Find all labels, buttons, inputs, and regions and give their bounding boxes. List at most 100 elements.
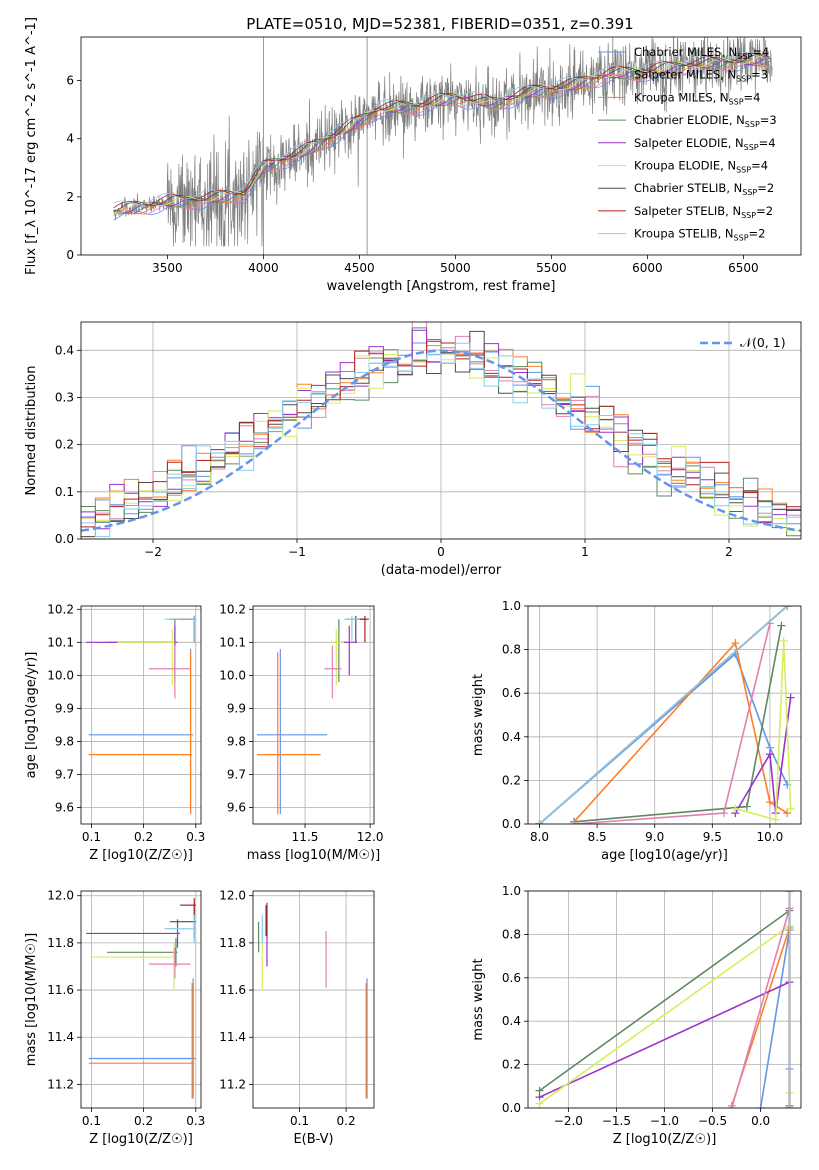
mass-weight-line [735, 640, 792, 821]
x-tick-label: 0.3 [186, 830, 205, 844]
mass-weight-marker [786, 693, 795, 702]
y-axis-label: Flux [f_λ 10^-17 erg cm^-2 s^-1 A^-1] [24, 17, 39, 275]
x-tick-label: 0.0 [751, 1114, 770, 1128]
plot-area [535, 891, 794, 1108]
x-tick-label: −2.0 [554, 1114, 583, 1128]
mass-weight-marker [731, 804, 740, 813]
legend-label: Kroupa STELIB, NSSP=2 [634, 227, 765, 243]
model-fit-line [113, 60, 772, 215]
y-axis-label: mass weight [471, 674, 486, 756]
y-tick-label: 0.0 [502, 817, 521, 831]
figure-title: PLATE=0510, MJD=52381, FIBERID=0351, z=0… [246, 15, 633, 33]
legend-label: Salpeter STELIB, NSSP=2 [634, 204, 773, 220]
x-axis-label: wavelength [Angstrom, rest frame] [327, 279, 556, 294]
y-tick-label: 11.8 [219, 936, 246, 950]
legend-label: Salpeter ELODIE, NSSP=4 [634, 136, 776, 152]
x-tick-label: 9.0 [645, 830, 664, 844]
x-tick-label: 3500 [152, 261, 183, 275]
legend: 𝒩(0, 1) [700, 335, 786, 350]
x-axis-label: Z [log10(Z/Z☉)] [613, 1132, 717, 1147]
legend-label: 𝒩(0, 1) [740, 335, 786, 350]
model-fit-line [113, 56, 772, 214]
y-tick-label: 9.6 [227, 800, 246, 814]
mass-weight-marker [765, 750, 774, 759]
y-tick-label: 0 [66, 248, 74, 262]
x-axis-label: mass [log10(M/M☉)] [247, 848, 380, 863]
mass-weight-line [574, 625, 783, 823]
y-tick-label: 11.4 [219, 1030, 246, 1044]
y-tick-label: 0.0 [55, 532, 74, 546]
panel-0: 3500 4000 4500 5000 5500 6000 6500 0 2 4 6 waveleng… [24, 17, 802, 294]
gridlines [81, 606, 201, 824]
axes-frame [80, 605, 202, 825]
plot-area [81, 322, 801, 538]
panel-6: 0.1 0.2 11.2 11.4 11.6 11.8 12.0 E(B-V) [219, 889, 375, 1147]
y-tick-label: 9.8 [55, 734, 74, 748]
y-tick-label: 10.0 [219, 668, 246, 682]
y-tick-label: 0.4 [55, 343, 74, 357]
x-tick-label: 5500 [536, 261, 567, 275]
legend-label: Salpeter MILES, NSSP=3 [634, 68, 768, 84]
panel-2: 0.1 0.2 0.3 9.6 9.7 9.8 9.9 10.0 10.1 10.2 Z [log1… [24, 602, 205, 863]
mass-weight-line [734, 697, 792, 814]
legend-label: Kroupa MILES, NSSP=4 [634, 90, 760, 106]
y-tick-label: 0.2 [502, 773, 521, 787]
x-tick-label: 0 [437, 545, 445, 559]
model-fit-line [113, 54, 772, 214]
y-axis-label: age [log10(age/yr)] [24, 652, 39, 779]
x-tick-label: 9.5 [703, 830, 722, 844]
y-tick-label: 11.4 [47, 1030, 74, 1044]
legend-label: Kroupa ELODIE, NSSP=4 [634, 159, 768, 175]
y-tick-label: 0.2 [502, 1058, 521, 1072]
y-tick-label: 0.6 [502, 686, 521, 700]
normal-curve-line [81, 349, 801, 532]
mass-weight-marker [742, 802, 751, 811]
y-tick-label: 1.0 [502, 884, 521, 898]
panel-1: −2 −1 0 1 2 0.0 0.1 0.2 0.3 0.4 (data-model)/error… [24, 321, 802, 578]
mass-weight-marker [535, 820, 544, 824]
x-tick-label: 0.1 [82, 1114, 101, 1128]
mass-weight-line [731, 908, 791, 1108]
mass-weight-marker [756, 1104, 765, 1108]
observed-spectrum-line [113, 37, 773, 247]
x-tick-label: 4500 [344, 261, 375, 275]
y-axis-label: Normed distribution [24, 366, 39, 496]
panel-4: 8.0 8.5 9.0 9.5 10.0 0.0 0.2 0.4 0.6 0.8 1.0 age [l… [471, 599, 802, 863]
axes-frame [252, 890, 375, 1109]
mass-weight-marker [783, 809, 792, 818]
x-tick-label: 0.2 [134, 1114, 153, 1128]
axes-frame [80, 890, 202, 1109]
plot-area [256, 615, 369, 815]
x-tick-label: −1.5 [602, 1114, 631, 1128]
y-tick-label: 0.3 [55, 390, 74, 404]
mass-weight-marker [731, 639, 740, 648]
x-tick-label: −0.5 [698, 1114, 727, 1128]
x-axis-label: Z [log10(Z/Z☉)] [89, 848, 193, 863]
mass-weight-marker [570, 820, 579, 824]
mass-weight-marker [779, 636, 788, 645]
mass-weight-line [538, 652, 788, 824]
plot-area [86, 615, 196, 815]
mass-weight-marker [785, 1104, 794, 1108]
mass-weight-line [539, 981, 790, 1098]
ticks: 8.0 8.5 9.0 9.5 10.0 0.0 0.2 0.4 0.6 0.8 1.0 [502, 599, 783, 844]
y-tick-label: 11.6 [219, 983, 246, 997]
x-tick-label: 8.0 [530, 830, 549, 844]
legend-label: Chabrier MILES, NSSP=4 [634, 45, 769, 61]
y-tick-label: 0.1 [55, 485, 74, 499]
mass-weight-marker [771, 815, 780, 824]
y-tick-label: 0.4 [502, 1014, 521, 1028]
mass-weight-marker [765, 798, 774, 807]
y-tick-label: 9.6 [55, 800, 74, 814]
y-tick-label: 12.0 [47, 889, 74, 903]
legend-label: Chabrier STELIB, NSSP=2 [634, 181, 774, 197]
x-tick-label: 0.2 [134, 830, 153, 844]
x-tick-label: 4000 [248, 261, 279, 275]
x-tick-label: 0.2 [337, 1114, 356, 1128]
y-tick-label: 6 [66, 74, 74, 88]
gridlines [528, 605, 801, 825]
mass-weight-line [574, 623, 771, 824]
mass-weight-marker [719, 809, 728, 818]
x-tick-label: 0.1 [290, 1114, 309, 1128]
